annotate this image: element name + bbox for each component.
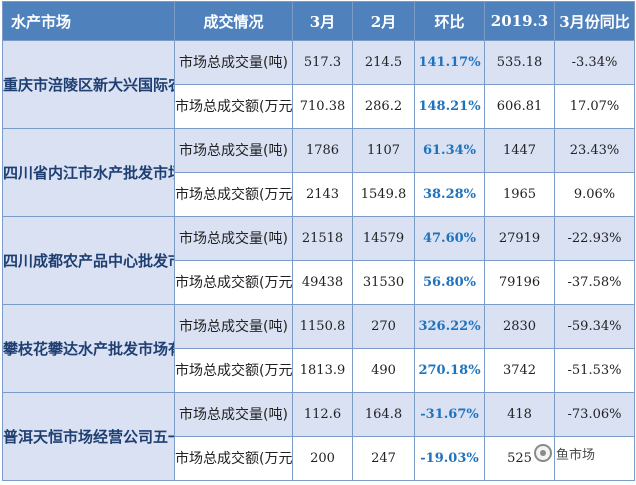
header-march: 3月 bbox=[292, 1, 353, 41]
metric-label: 市场总成交额(万元) bbox=[174, 260, 293, 305]
mom-value: 326.22% bbox=[414, 304, 485, 349]
header-status: 成交情况 bbox=[174, 1, 293, 41]
february-value: 270 bbox=[352, 304, 415, 349]
header-february: 2月 bbox=[352, 1, 415, 41]
february-value: 214.5 bbox=[352, 40, 415, 85]
market-name: 重庆市涪陵区新大兴国际农产品批发市场 bbox=[2, 40, 175, 129]
mom-value: 56.80% bbox=[414, 260, 485, 305]
yoy-value: -73.06% bbox=[554, 392, 635, 437]
metric-label: 市场总成交量(吨) bbox=[174, 304, 293, 349]
yoy-value: -3.34% bbox=[554, 40, 635, 85]
metric-label: 市场总成交量(吨) bbox=[174, 392, 293, 437]
table-row: 重庆市涪陵区新大兴国际农产品批发市场市场总成交量(吨)517.3214.5141… bbox=[2, 40, 635, 129]
market-name: 普洱天恒市场经营公司五一市场 bbox=[2, 392, 175, 481]
table-row: 普洱天恒市场经营公司五一市场市场总成交量(吨)112.6164.8-31.67%… bbox=[2, 392, 635, 481]
march-value: 517.3 bbox=[292, 40, 353, 85]
march-value: 1813.9 bbox=[292, 348, 353, 393]
march-value: 49438 bbox=[292, 260, 353, 305]
table-body: 重庆市涪陵区新大兴国际农产品批发市场市场总成交量(吨)517.3214.5141… bbox=[2, 40, 635, 481]
table-row: 四川省内江市水产批发市场 市场总成交量(吨) 1786 1107 61.34% 1447 2… bbox=[2, 128, 635, 217]
february-value: 286.2 bbox=[352, 84, 415, 129]
market-name: 四川成都农产品中心批发市水产分场 bbox=[2, 216, 175, 305]
metric-label: 市场总成交量(吨) bbox=[174, 128, 293, 173]
march-value: 2143 bbox=[292, 172, 353, 217]
march-value: 112.6 bbox=[292, 392, 353, 437]
march-2019-value: 3742 bbox=[484, 348, 555, 393]
metric-label: 市场总成交量(吨) bbox=[174, 216, 293, 261]
table-row: 市场总成交额(万元) 49438 31530 56.80% 79196 -37.58% bbox=[3, 260, 635, 305]
mom-value: -31.67% bbox=[414, 392, 485, 437]
yoy-value: 17.07% bbox=[554, 84, 635, 129]
header-yoy: 3月份同比 bbox=[554, 1, 635, 41]
february-value: 1549.8 bbox=[352, 172, 415, 217]
march-2019-value: 606.81 bbox=[484, 84, 555, 129]
mom-value: 47.60% bbox=[414, 216, 485, 261]
market-name: 攀枝花攀达水产批发市场有限公司 bbox=[2, 304, 175, 393]
february-value: 490 bbox=[352, 348, 415, 393]
metric-label: 市场总成交额(万元) bbox=[174, 84, 293, 129]
mom-value: 141.17% bbox=[414, 40, 485, 85]
yoy-value: -59.34% bbox=[554, 304, 635, 349]
mom-value: 61.34% bbox=[414, 128, 485, 173]
metric-label: 市场总成交额(万元) bbox=[174, 436, 293, 481]
march-value: 1786 bbox=[292, 128, 353, 173]
header-mom: 环比 bbox=[414, 1, 485, 41]
march-2019-value: 535.18 bbox=[484, 40, 555, 85]
mom-value: 38.28% bbox=[414, 172, 485, 217]
february-value: 31530 bbox=[352, 260, 415, 305]
march-2019-value: 418 bbox=[484, 392, 555, 437]
wechat-icon bbox=[534, 444, 552, 462]
mom-value: 270.18% bbox=[414, 348, 485, 393]
yoy-value bbox=[554, 436, 635, 481]
table-row: 四川成都农产品中心批发市水产分场市场总成交量(吨)215181457947.60… bbox=[2, 216, 635, 305]
march-value: 21518 bbox=[292, 216, 353, 261]
header-row: 水产市场 成交情况 3月 2月 环比 2019.3 3月份同比 bbox=[2, 1, 635, 41]
mom-value: -19.03% bbox=[414, 436, 485, 481]
yoy-value: -51.53% bbox=[554, 348, 635, 393]
table-row: 市场总成交额(万元) 200 247 -19.03% 525 bbox=[3, 436, 635, 481]
yoy-value: 23.43% bbox=[554, 128, 635, 173]
yoy-value: -22.93% bbox=[554, 216, 635, 261]
watermark-text: 鱼市场 bbox=[556, 447, 596, 463]
mom-value: 148.21% bbox=[414, 84, 485, 129]
metric-label: 市场总成交额(万元) bbox=[174, 172, 293, 217]
february-value: 14579 bbox=[352, 216, 415, 261]
metric-label: 市场总成交量(吨) bbox=[174, 40, 293, 85]
yoy-value: -37.58% bbox=[554, 260, 635, 305]
march-value: 1150.8 bbox=[292, 304, 353, 349]
metric-label: 市场总成交额(万元) bbox=[174, 348, 293, 393]
yoy-value: 9.06% bbox=[554, 172, 635, 217]
february-value: 164.8 bbox=[352, 392, 415, 437]
header-2019-march: 2019.3 bbox=[484, 1, 555, 41]
march-2019-value: 1447 bbox=[484, 128, 555, 173]
february-value: 1107 bbox=[352, 128, 415, 173]
march-2019-value: 525 bbox=[484, 436, 555, 481]
watermark: 鱼市场 bbox=[534, 440, 595, 466]
march-2019-value: 2830 bbox=[484, 304, 555, 349]
march-value: 710.38 bbox=[292, 84, 353, 129]
table-row: 市场总成交额(万元) 2143 1549.8 38.28% 1965 9.06% bbox=[3, 172, 635, 217]
market-name: 四川省内江市水产批发市场 bbox=[2, 128, 175, 217]
table-row: 攀枝花攀达水产批发市场有限公司市场总成交量(吨)1150.8270326.22%… bbox=[2, 304, 635, 393]
march-value: 200 bbox=[292, 436, 353, 481]
table-row: 市场总成交额(万元) 710.38 286.2 148.21% 606.81 17.07% bbox=[3, 84, 635, 129]
march-2019-value: 1965 bbox=[484, 172, 555, 217]
march-2019-value: 79196 bbox=[484, 260, 555, 305]
table-row: 市场总成交额(万元) 1813.9 490 270.18% 3742 -51.53% bbox=[3, 348, 635, 393]
february-value: 247 bbox=[352, 436, 415, 481]
header-market: 水产市场 bbox=[2, 1, 175, 41]
march-2019-value: 27919 bbox=[484, 216, 555, 261]
